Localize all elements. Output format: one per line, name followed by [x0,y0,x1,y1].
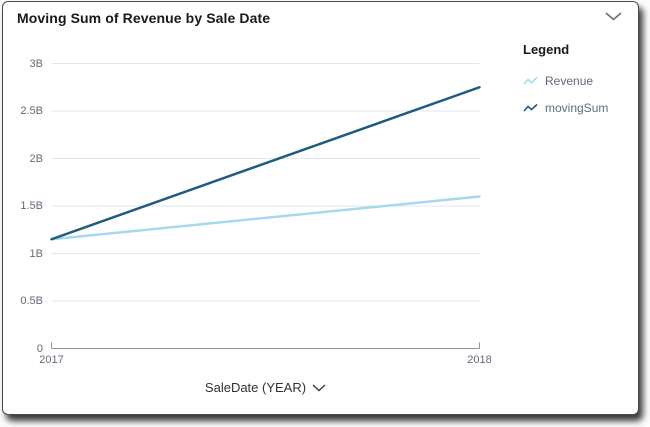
y-tick-label: 1B [29,247,43,260]
x-axis-labels: 2017 2018 [39,354,492,368]
series-line-movingsum[interactable] [50,86,481,241]
legend-item-revenue[interactable]: Revenue [523,74,637,88]
legend-item-label: Revenue [545,74,594,88]
y-axis-labels: 0 0.5B 1B 1.5B 2B 2.5B 3B [3,58,43,355]
line-chart-svg [50,63,481,349]
y-tick-label: 1.5B [20,200,43,212]
line-chart-plot-area [50,63,481,350]
legend: Legend Revenue movingSum [523,42,637,128]
x-axis-title-text: SaleDate (YEAR) [204,380,307,395]
visual-card: Moving Sum of Revenue by Sale Date 0 0.5B… [2,1,639,415]
y-tick-label: 0.5B [20,295,43,307]
chart-title: Moving Sum of Revenue by Sale Date [17,10,271,26]
series-line-revenue[interactable] [50,195,481,241]
line-series-icon [523,76,538,85]
y-tick-label: 2.5B [20,105,43,117]
y-tick-label: 2B [29,152,43,165]
y-tick-label: 0 [36,342,43,355]
visual-collapse-button[interactable] [601,8,626,25]
x-axis-title-dropdown[interactable]: SaleDate (YEAR) [51,379,480,396]
line-series-icon [523,103,538,112]
chevron-down-icon [605,12,622,21]
chevron-down-icon [312,383,326,392]
legend-title: Legend [523,42,570,57]
x-tick-label: 2018 [467,354,492,366]
y-tick-label: 3B [29,57,43,70]
legend-item-label: movingSum [545,101,609,115]
x-tick-label: 2017 [39,354,64,366]
legend-item-movingsum[interactable]: movingSum [523,101,637,115]
